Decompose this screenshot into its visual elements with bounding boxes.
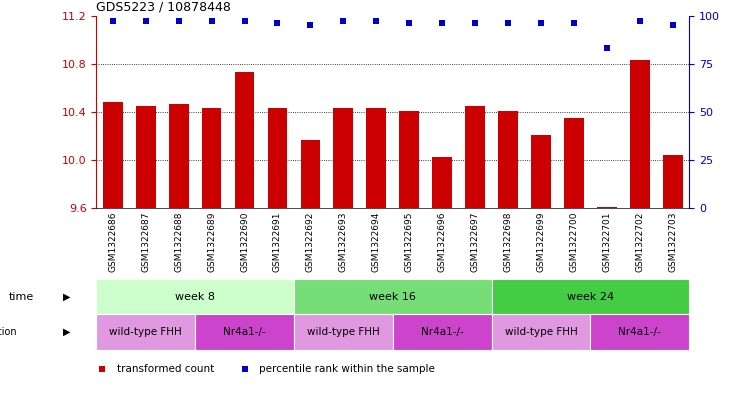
Text: GSM1322686: GSM1322686: [108, 212, 117, 272]
Text: GSM1322694: GSM1322694: [372, 212, 381, 272]
Bar: [195, 314, 294, 350]
Point: [370, 18, 382, 25]
Point: [107, 18, 119, 25]
Point: [305, 22, 316, 29]
Text: GSM1322693: GSM1322693: [339, 212, 348, 272]
Text: GSM1322689: GSM1322689: [207, 212, 216, 272]
Text: wild-type FHH: wild-type FHH: [110, 327, 182, 337]
Bar: [662, 155, 682, 208]
Bar: [465, 106, 485, 208]
Text: GSM1322696: GSM1322696: [438, 212, 447, 272]
Bar: [630, 60, 650, 208]
Text: GSM1322698: GSM1322698: [503, 212, 513, 272]
Point: [601, 45, 613, 51]
Point: [568, 20, 579, 27]
Bar: [202, 108, 222, 208]
Bar: [103, 102, 123, 208]
Point: [634, 18, 645, 25]
Text: transformed count: transformed count: [117, 364, 214, 375]
Bar: [136, 106, 156, 208]
Text: time: time: [8, 292, 34, 302]
Text: GSM1322700: GSM1322700: [569, 212, 579, 272]
Text: GSM1322701: GSM1322701: [602, 212, 611, 272]
Text: ▶: ▶: [62, 292, 70, 302]
Bar: [294, 279, 491, 314]
Bar: [498, 111, 518, 208]
Text: GSM1322687: GSM1322687: [142, 212, 150, 272]
Point: [271, 20, 283, 27]
Text: GSM1322691: GSM1322691: [273, 212, 282, 272]
Bar: [294, 314, 393, 350]
Text: Nr4a1-/-: Nr4a1-/-: [618, 327, 661, 337]
Text: Nr4a1-/-: Nr4a1-/-: [421, 327, 464, 337]
Bar: [366, 108, 386, 208]
Text: genotype/variation: genotype/variation: [0, 327, 17, 337]
Point: [667, 22, 679, 29]
Text: week 24: week 24: [567, 292, 614, 302]
Bar: [333, 108, 353, 208]
Bar: [432, 156, 452, 208]
Bar: [531, 135, 551, 208]
Text: GSM1322697: GSM1322697: [471, 212, 479, 272]
Text: GDS5223 / 10878448: GDS5223 / 10878448: [96, 0, 231, 13]
Text: GSM1322692: GSM1322692: [306, 212, 315, 272]
Point: [140, 18, 152, 25]
Point: [441, 187, 453, 194]
Text: GSM1322699: GSM1322699: [536, 212, 545, 272]
Point: [502, 20, 514, 27]
Text: Nr4a1-/-: Nr4a1-/-: [223, 327, 266, 337]
Text: GSM1322695: GSM1322695: [405, 212, 413, 272]
Text: ▶: ▶: [62, 327, 70, 337]
Point: [173, 18, 185, 25]
Point: [535, 20, 547, 27]
Bar: [393, 314, 491, 350]
Bar: [235, 72, 254, 208]
Point: [239, 18, 250, 25]
Bar: [597, 207, 617, 208]
Bar: [96, 314, 195, 350]
Text: percentile rank within the sample: percentile rank within the sample: [259, 364, 435, 375]
Bar: [564, 118, 584, 208]
Bar: [268, 108, 288, 208]
Bar: [491, 279, 689, 314]
Bar: [591, 314, 689, 350]
Bar: [301, 140, 320, 208]
Text: GSM1322690: GSM1322690: [240, 212, 249, 272]
Point: [436, 20, 448, 27]
Text: week 16: week 16: [369, 292, 416, 302]
Text: GSM1322702: GSM1322702: [635, 212, 644, 272]
Bar: [491, 314, 591, 350]
Bar: [169, 104, 188, 208]
Point: [403, 20, 415, 27]
Text: wild-type FHH: wild-type FHH: [505, 327, 577, 337]
Bar: [96, 279, 294, 314]
Point: [469, 20, 481, 27]
Text: GSM1322703: GSM1322703: [668, 212, 677, 272]
Bar: [399, 111, 419, 208]
Text: GSM1322688: GSM1322688: [174, 212, 183, 272]
Point: [206, 18, 218, 25]
Text: wild-type FHH: wild-type FHH: [307, 327, 379, 337]
Text: week 8: week 8: [175, 292, 215, 302]
Point: [337, 18, 349, 25]
